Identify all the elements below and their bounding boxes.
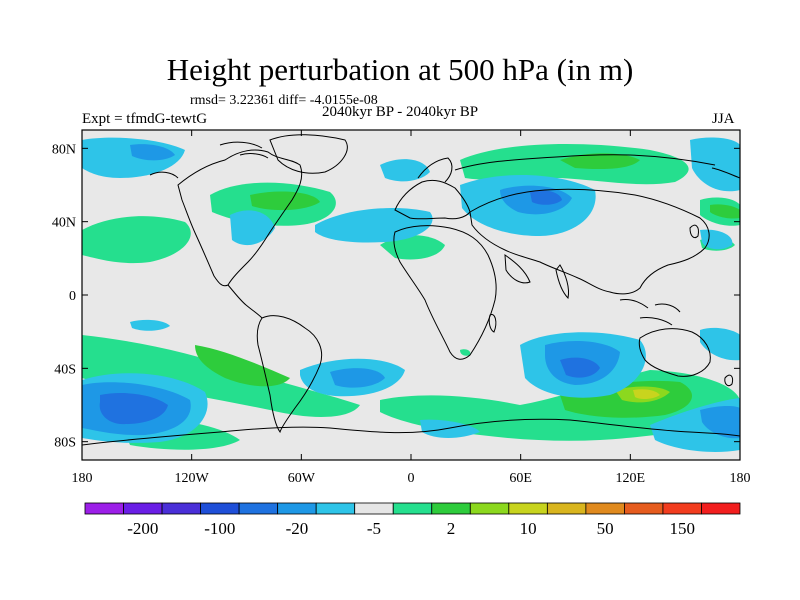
central-america-coast — [227, 284, 263, 319]
lat-label-1: 40N — [52, 216, 76, 231]
madagascar-coast — [488, 313, 497, 333]
europe-coast — [394, 179, 471, 220]
south-america-coast — [256, 315, 323, 434]
lon-label-2: 60W — [288, 471, 316, 486]
plot-title: Height perturbation at 500 hPa (in m) — [166, 52, 634, 87]
india-coast — [555, 264, 569, 300]
season-label: JJA — [712, 111, 735, 127]
lon-label-4: 60E — [509, 471, 532, 486]
lon-label-3: 0 — [408, 471, 415, 486]
africa-coast — [393, 225, 497, 360]
latitude-labels: 80N 40N 0 40S 80S — [52, 142, 76, 450]
experiment-label: Expt = tfmdG-tewtG — [82, 111, 208, 127]
stats-text: rmsd= 3.22361 diff= -4.0155e-08 — [190, 93, 378, 108]
lon-label-1: 120W — [175, 471, 210, 486]
japan-coast — [689, 224, 699, 239]
positive-anomaly-regions — [82, 144, 740, 450]
alaska-coast — [149, 167, 740, 179]
arctic-islands — [219, 141, 269, 159]
lat-label-3: 40S — [54, 362, 76, 377]
north-america-coast — [177, 149, 303, 287]
lon-label-0: 180 — [72, 471, 93, 486]
lon-label-6: 180 — [730, 471, 751, 486]
lat-label-0: 80N — [52, 142, 76, 157]
positive-anomaly-peak — [633, 389, 660, 400]
antarctica-coast — [82, 418, 740, 446]
axis-ticks — [81, 130, 741, 460]
arabia-coast — [504, 253, 531, 284]
lat-label-4: 80S — [54, 436, 76, 451]
period-text: 2040kyr BP - 2040kyr BP — [322, 104, 479, 120]
southeast-asia-islands — [619, 299, 681, 326]
negative-anomaly-strong — [99, 190, 600, 425]
siberia-north-coast — [454, 154, 716, 171]
greenland-coast — [269, 134, 348, 174]
lat-label-2: 0 — [69, 289, 76, 304]
longitude-labels: 180 120W 60W 0 60E 120E 180 — [72, 471, 751, 486]
australia-coast — [638, 328, 711, 377]
coastlines — [82, 134, 740, 446]
scandinavia-coast — [417, 157, 453, 183]
positive-anomaly-tiny — [460, 349, 471, 356]
lon-label-5: 120E — [616, 471, 646, 486]
new-zealand-coast — [724, 374, 733, 387]
asia-coast — [469, 188, 710, 295]
